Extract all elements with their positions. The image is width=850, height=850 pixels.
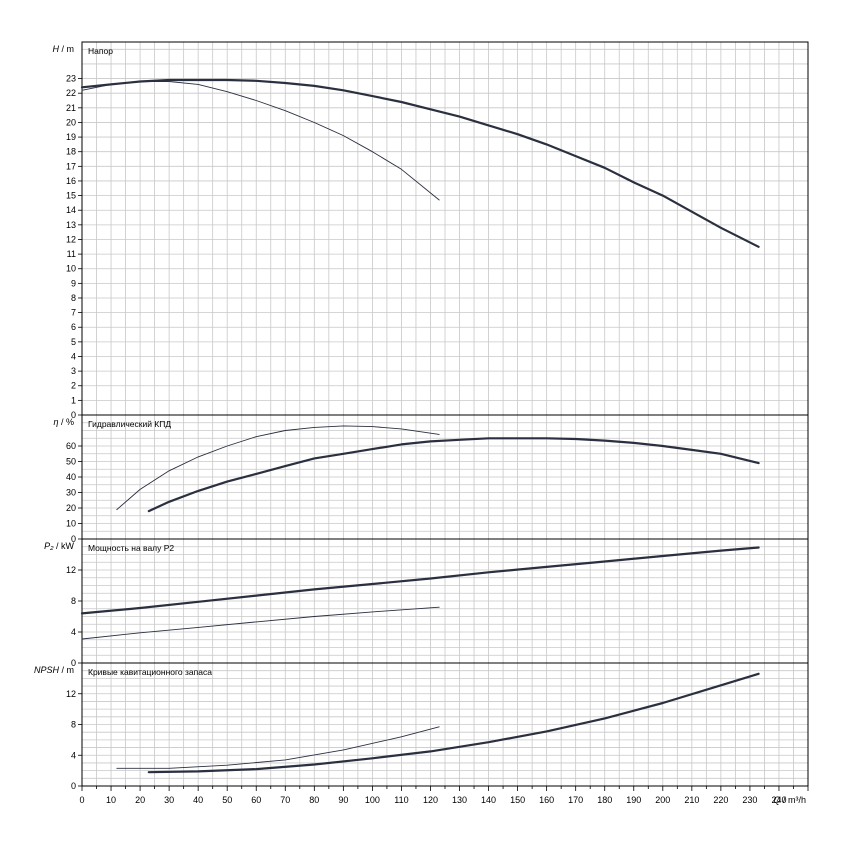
x-tick-label: 160: [539, 795, 554, 805]
text-layer: 01234567891011121314151617181920212223H …: [34, 44, 806, 805]
x-tick-label: 70: [280, 795, 290, 805]
y-tick-label: 20: [66, 117, 76, 127]
y-tick-label: 2: [71, 381, 76, 391]
y-tick-label: 18: [66, 147, 76, 157]
y-tick-label: 11: [67, 249, 76, 259]
y-tick-label: 12: [66, 689, 76, 699]
x-tick-label: 200: [655, 795, 670, 805]
x-tick-label: 140: [481, 795, 496, 805]
x-tick-label: 120: [423, 795, 438, 805]
x-tick-label: 210: [684, 795, 699, 805]
x-tick-label: 190: [626, 795, 641, 805]
y-tick-label: 17: [66, 161, 76, 171]
y-tick-label: 40: [66, 472, 76, 482]
series-line-head-thin: [81, 81, 440, 201]
y-tick-label: 7: [71, 308, 76, 318]
x-tick-label: 60: [251, 795, 261, 805]
x-tick-label: 100: [365, 795, 380, 805]
y-tick-label: 1: [71, 395, 76, 405]
series-line-efficiency-thick: [147, 437, 760, 513]
x-tick-label: 0: [79, 795, 84, 805]
x-tick-label: 80: [309, 795, 319, 805]
y-tick-label: 4: [71, 750, 76, 760]
frame-layer: [78, 41, 809, 791]
y-tick-label: 12: [66, 234, 76, 244]
x-tick-label: 220: [713, 795, 728, 805]
y-tick-label: 22: [66, 88, 76, 98]
y-tick-label: 3: [71, 366, 76, 376]
x-tick-label: 180: [597, 795, 612, 805]
y-tick-label: 9: [71, 278, 76, 288]
y-tick-label: 5: [71, 337, 76, 347]
y-tick-label: 10: [66, 519, 76, 529]
x-tick-label: 170: [568, 795, 583, 805]
y-tick-label: 0: [71, 781, 76, 791]
x-tick-label: 130: [452, 795, 467, 805]
x-tick-label: 30: [164, 795, 174, 805]
y-tick-label: 60: [66, 441, 76, 451]
y-tick-label: 21: [66, 103, 76, 113]
panel-title-head: Напор: [88, 46, 113, 56]
y-tick-label: 19: [66, 132, 76, 142]
series-line-efficiency-thin: [116, 425, 440, 511]
x-tick-label: 230: [742, 795, 757, 805]
y-tick-label: 16: [66, 176, 76, 186]
x-axis-label: Q / m³/h: [773, 795, 806, 805]
series-line-power-thick: [80, 546, 760, 615]
y-tick-label: 30: [66, 488, 76, 498]
x-tick-label: 110: [394, 795, 408, 805]
y-axis-label-efficiency: η / %: [53, 417, 74, 427]
x-tick-label: 150: [510, 795, 525, 805]
y-tick-label: 12: [66, 565, 76, 575]
y-tick-label: 6: [71, 322, 76, 332]
x-tick-label: 90: [338, 795, 348, 805]
series-line-npsh-thick: [147, 672, 760, 774]
panel-title-power: Мощность на валу P2: [88, 543, 174, 553]
y-axis-label-head: H / m: [53, 44, 75, 54]
y-tick-label: 4: [71, 627, 76, 637]
y-tick-label: 0: [71, 534, 76, 544]
x-tick-label: 10: [106, 795, 116, 805]
x-tick-label: 240: [771, 795, 786, 805]
x-tick-label: 40: [193, 795, 203, 805]
y-tick-label: 14: [66, 205, 76, 215]
y-tick-label: 8: [71, 293, 76, 303]
y-axis-label-power: P₂ / kW: [44, 541, 74, 551]
y-tick-label: 20: [66, 503, 76, 513]
y-tick-label: 4: [71, 351, 76, 361]
panel-title-efficiency: Гидравлический КПД: [88, 419, 171, 429]
series-line-head-thick: [80, 78, 760, 248]
y-tick-label: 50: [66, 457, 76, 467]
y-tick-label: 0: [71, 658, 76, 668]
series-line-npsh-thin: [116, 726, 440, 769]
y-axis-label-npsh: NPSH / m: [34, 665, 74, 675]
panel-title-npsh: Кривые кавитационного запаса: [88, 667, 212, 677]
x-tick-label: 20: [135, 795, 145, 805]
x-tick-label: 50: [222, 795, 232, 805]
grid-layer: [82, 42, 808, 786]
y-tick-label: 8: [71, 720, 76, 730]
y-tick-label: 15: [66, 191, 76, 201]
y-tick-label: 13: [66, 220, 76, 230]
y-tick-label: 8: [71, 596, 76, 606]
series-layer: [80, 78, 760, 774]
y-tick-label: 10: [66, 264, 76, 274]
y-tick-label: 0: [71, 410, 76, 420]
y-tick-label: 23: [66, 74, 76, 84]
series-line-power-thin: [81, 606, 440, 640]
